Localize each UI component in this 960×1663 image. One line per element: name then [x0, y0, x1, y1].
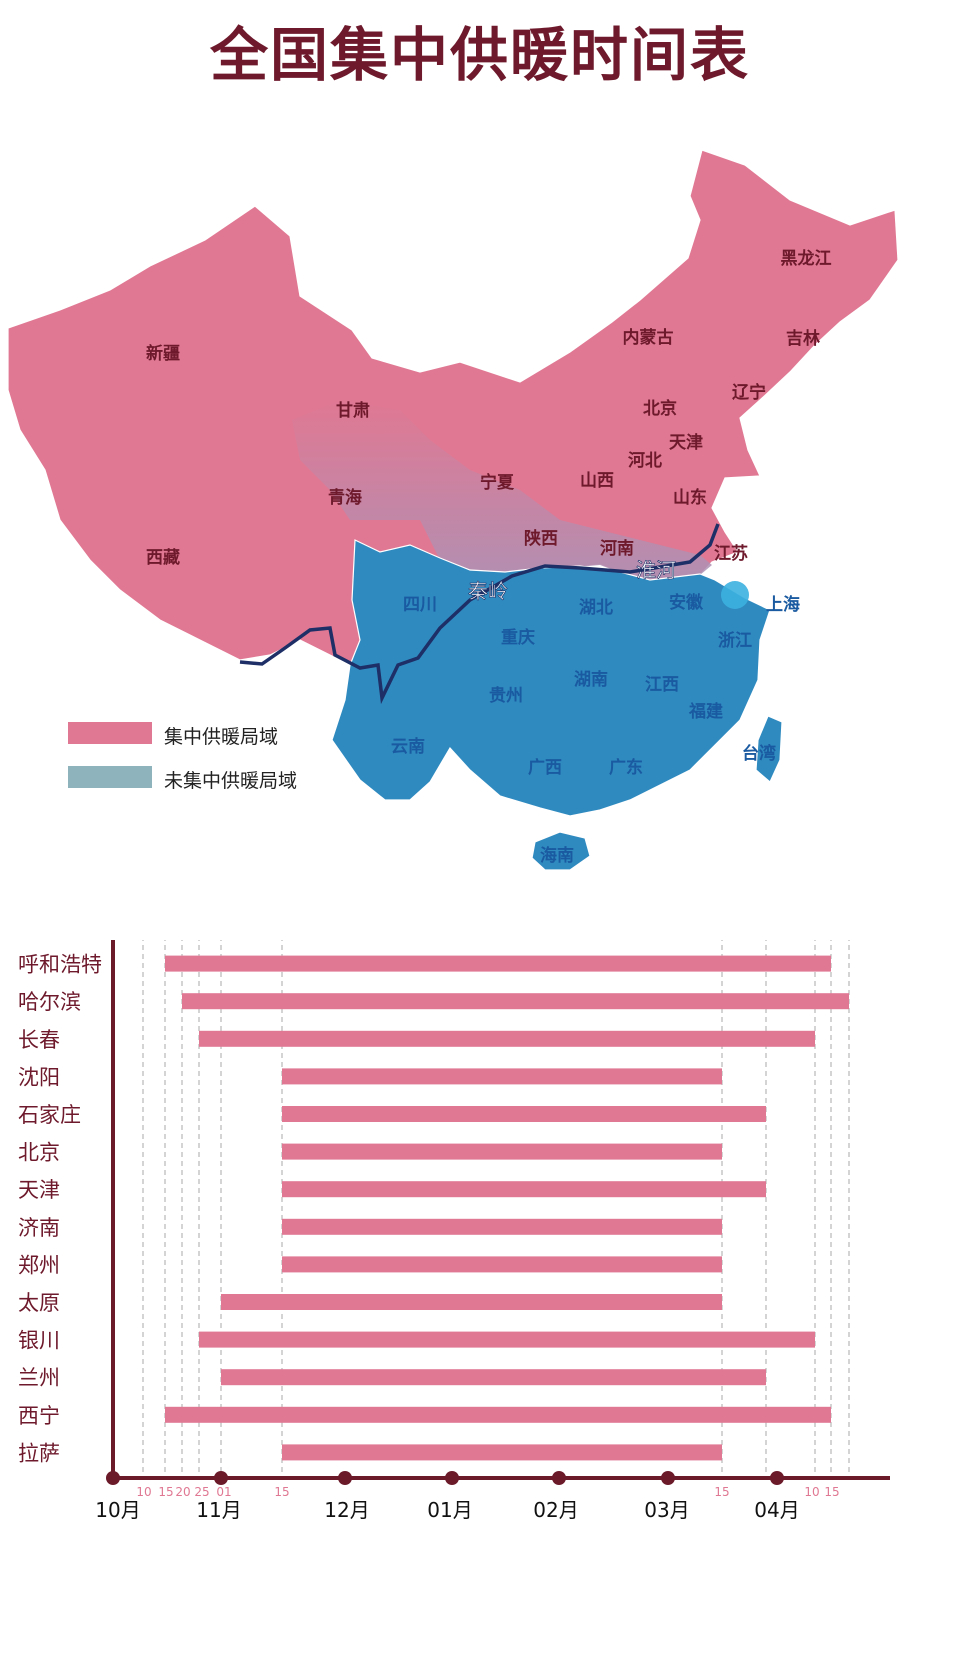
- shanghai-highlight: [721, 581, 749, 609]
- city-label: 呼和浩特: [18, 953, 102, 977]
- bar-西宁: [165, 1406, 831, 1423]
- province-label-non-heating: 海南: [540, 845, 574, 866]
- province-label-non-heating: 重庆: [501, 627, 535, 648]
- month-label: 11月: [196, 1498, 241, 1522]
- day-tick-label: 10: [136, 1485, 151, 1499]
- province-label-non-heating: 湖南: [574, 669, 608, 690]
- province-label-heating: 江苏: [714, 543, 748, 564]
- month-marker: [106, 1471, 120, 1485]
- legend-label-heating: 集中供暖局域: [164, 726, 279, 748]
- province-label-heating: 山西: [580, 471, 614, 491]
- legend-label-non-heating: 未集中供暖局域: [164, 770, 298, 792]
- province-label-heating: 内蒙古: [623, 327, 674, 348]
- province-label-non-heating: 福建: [688, 701, 723, 722]
- province-label-heating: 河北: [628, 451, 662, 471]
- province-label-heating: 陕西: [524, 528, 558, 549]
- province-label-heating: 新疆: [146, 343, 180, 364]
- bar-长春: [199, 1030, 815, 1047]
- month-marker: [338, 1471, 352, 1485]
- month-marker: [661, 1471, 675, 1485]
- transition-region: [292, 400, 712, 588]
- taiwan-island: [755, 715, 783, 783]
- day-tick-label: 20: [175, 1485, 190, 1499]
- province-label-heating: 青海: [328, 487, 362, 508]
- bar-郑州: [282, 1256, 722, 1273]
- province-label-non-heating: 上海: [766, 594, 800, 615]
- city-label: 拉萨: [18, 1441, 60, 1465]
- city-label: 西宁: [18, 1404, 60, 1428]
- heating-schedule-chart: 乌鲁木齐呼和浩特哈尔滨长春沈阳石家庄北京天津济南郑州太原银川兰州西宁拉萨10月1…: [18, 940, 890, 1522]
- day-tick-label: 15: [158, 1485, 173, 1499]
- province-label-non-heating: 湖北: [579, 598, 613, 618]
- province-label-heating: 吉林: [786, 328, 820, 349]
- month-label: 03月: [644, 1498, 689, 1522]
- city-label: 济南: [18, 1216, 60, 1240]
- province-label-non-heating: 江西: [645, 675, 679, 695]
- city-label: 沈阳: [18, 1065, 60, 1089]
- day-tick-label: 25: [194, 1485, 209, 1499]
- day-tick-label: 15: [274, 1485, 289, 1499]
- legend-swatch-heating: [68, 722, 152, 744]
- city-label: 长春: [18, 1028, 60, 1052]
- city-label: 郑州: [18, 1253, 60, 1277]
- city-label: 天津: [18, 1178, 60, 1202]
- legend-swatch-non-heating: [68, 766, 152, 788]
- province-label-heating: 甘肃: [336, 400, 370, 421]
- province-label-heating: 山东: [673, 487, 707, 508]
- qinling-huaihe-line: [239, 523, 720, 705]
- province-label-heating: 黑龙江: [781, 248, 832, 269]
- province-label-heating: 西藏: [146, 548, 180, 568]
- day-tick-label: 10: [804, 1485, 819, 1499]
- bar-呼和浩特: [165, 955, 831, 972]
- month-marker: [445, 1471, 459, 1485]
- bar-哈尔滨: [182, 993, 849, 1010]
- province-label-non-heating: 广西: [528, 757, 562, 778]
- line-label: 淮河: [636, 558, 676, 582]
- day-tick-label: 15: [714, 1485, 729, 1499]
- province-label-heating: 宁夏: [480, 472, 515, 493]
- month-label: 02月: [533, 1498, 578, 1522]
- month-label: 01月: [427, 1498, 472, 1522]
- city-label: 哈尔滨: [18, 990, 81, 1014]
- bar-济南: [282, 1218, 722, 1235]
- bar-沈阳: [282, 1068, 722, 1085]
- province-label-non-heating: 云南: [391, 736, 425, 757]
- province-label-non-heating: 浙江: [718, 630, 752, 651]
- month-label: 04月: [754, 1498, 799, 1522]
- province-label-heating: 河南: [600, 538, 634, 559]
- city-label: 兰州: [18, 1366, 60, 1390]
- bar-银川: [199, 1331, 815, 1348]
- line-labels: 秦岭 淮河: [468, 558, 677, 604]
- city-label: 太原: [18, 1291, 60, 1315]
- day-tick-label: 01: [216, 1485, 231, 1499]
- province-label-non-heating: 台湾: [742, 743, 776, 764]
- city-label: 北京: [18, 1141, 60, 1165]
- province-label-non-heating: 安徽: [669, 592, 704, 613]
- province-label-non-heating: 广东: [609, 757, 643, 778]
- province-label-non-heating: 四川: [403, 595, 437, 615]
- province-label-heating: 北京: [643, 398, 677, 419]
- page-title: 全国集中供暖时间表: [209, 21, 750, 89]
- city-label: 银川: [18, 1329, 60, 1353]
- day-tick-label: 15: [824, 1485, 839, 1499]
- city-label: 石家庄: [18, 1103, 81, 1127]
- month-marker: [770, 1471, 784, 1485]
- month-label: 12月: [324, 1498, 369, 1522]
- bar-天津: [282, 1181, 766, 1198]
- bar-石家庄: [282, 1106, 766, 1122]
- province-label-heating: 天津: [669, 432, 703, 453]
- line-label: 秦岭: [468, 579, 508, 603]
- month-marker: [214, 1471, 228, 1485]
- hainan-island: [531, 831, 591, 871]
- bar-北京: [282, 1143, 722, 1160]
- bar-拉萨: [282, 1444, 722, 1461]
- month-label: 10月: [95, 1498, 140, 1522]
- province-label-non-heating: 贵州: [489, 685, 523, 706]
- bar-太原: [221, 1294, 722, 1310]
- province-label-heating: 辽宁: [732, 382, 766, 403]
- bar-兰州: [221, 1369, 766, 1386]
- month-marker: [552, 1471, 566, 1485]
